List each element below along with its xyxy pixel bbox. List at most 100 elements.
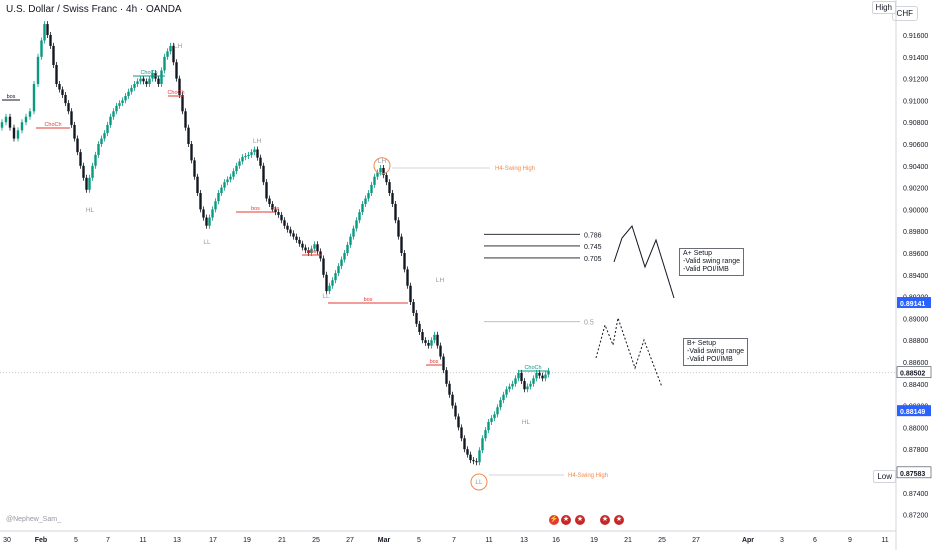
x-tick-label: 6 bbox=[813, 537, 817, 544]
candle-body bbox=[64, 94, 67, 104]
x-tick-label: 19 bbox=[243, 537, 251, 544]
a-plus-setup-note: A+ Setup -Valid swing range -Valid POI/I… bbox=[679, 248, 745, 276]
structure-label: ChoCh bbox=[44, 122, 61, 128]
swing-point-label: HL bbox=[522, 419, 531, 426]
candle-body bbox=[271, 203, 274, 210]
candle-body bbox=[109, 116, 112, 125]
price-label: 0.88502 bbox=[900, 371, 925, 378]
candle-body bbox=[535, 372, 538, 379]
candle-body bbox=[541, 375, 544, 379]
candle-body bbox=[478, 450, 481, 463]
candles-group bbox=[0, 21, 550, 466]
candle-body bbox=[409, 285, 412, 303]
symbol-title[interactable]: U.S. Dollar / Swiss Franc · 4h · OANDA bbox=[6, 4, 182, 15]
candle-body bbox=[223, 182, 226, 188]
candle-body bbox=[445, 370, 448, 384]
y-tick-label: 0.89400 bbox=[903, 273, 928, 280]
y-tick-label: 0.90800 bbox=[903, 120, 928, 127]
candle-body bbox=[118, 103, 121, 106]
candle-body bbox=[202, 209, 205, 218]
candle-body bbox=[343, 253, 346, 260]
candle-body bbox=[307, 250, 310, 253]
setup-line: -Valid swing range bbox=[687, 348, 745, 355]
x-tick-label: 5 bbox=[417, 537, 421, 544]
candle-body bbox=[289, 229, 292, 234]
candle-body bbox=[403, 253, 406, 270]
x-tick-label: 11 bbox=[881, 537, 888, 544]
candle-body bbox=[277, 212, 280, 215]
us-flag-event-icon[interactable]: ★ bbox=[600, 515, 610, 525]
structure-label: bos bbox=[308, 249, 317, 255]
x-tick-label: 7 bbox=[452, 537, 456, 544]
candle-body bbox=[20, 122, 24, 131]
x-tick-label: 27 bbox=[346, 537, 354, 544]
candle-body bbox=[130, 87, 133, 92]
candle-body bbox=[187, 127, 190, 144]
x-tick-label: Apr bbox=[742, 537, 754, 544]
flash-event-icon[interactable]: ⚡ bbox=[549, 515, 559, 525]
candle-body bbox=[112, 111, 115, 117]
candle-body bbox=[532, 378, 535, 384]
candle-body bbox=[211, 209, 214, 218]
swing-low-circle bbox=[470, 473, 488, 491]
candle-body bbox=[349, 236, 352, 245]
swing-point-label: LH bbox=[253, 138, 262, 145]
candle-body bbox=[142, 78, 145, 82]
us-flag-event-icon[interactable]: ★ bbox=[575, 515, 585, 525]
structure-label: bos bbox=[7, 94, 16, 100]
x-tick-label: 9 bbox=[848, 537, 852, 544]
y-tick-label: 0.89000 bbox=[903, 316, 928, 323]
candle-body bbox=[73, 124, 76, 139]
candle-body bbox=[463, 438, 466, 450]
candle-body bbox=[265, 182, 268, 199]
candle-body bbox=[469, 454, 472, 461]
us-flag-event-icon[interactable]: ★ bbox=[561, 515, 571, 525]
swing-point-label: LH bbox=[174, 43, 183, 50]
candle-body bbox=[547, 370, 550, 375]
candle-body bbox=[310, 248, 313, 253]
setup-title: A+ Setup bbox=[683, 250, 712, 257]
candle-body bbox=[214, 201, 217, 210]
x-tick-label: 3 bbox=[780, 537, 784, 544]
candle-body bbox=[418, 323, 421, 333]
candle-body bbox=[424, 340, 427, 343]
setup-line: -Valid swing range bbox=[683, 258, 741, 265]
candle-body bbox=[181, 94, 184, 112]
candle-body bbox=[244, 155, 247, 158]
fib-level-label: 0.786 bbox=[584, 232, 602, 239]
x-tick-label: 21 bbox=[624, 537, 632, 544]
y-tick-label: 0.91600 bbox=[903, 33, 928, 40]
price-label-box bbox=[897, 405, 931, 417]
candle-body bbox=[256, 149, 259, 158]
candle-body bbox=[268, 198, 271, 204]
candle-body bbox=[412, 302, 415, 313]
candle-body bbox=[421, 332, 424, 341]
high-tag: High bbox=[871, 1, 896, 14]
candle-body bbox=[235, 165, 238, 172]
candle-body bbox=[328, 285, 331, 292]
candle-body bbox=[316, 244, 319, 252]
candle-body bbox=[70, 111, 73, 125]
x-tick-label: 25 bbox=[658, 537, 666, 544]
y-tick-label: 0.88400 bbox=[903, 382, 928, 389]
candle-body bbox=[259, 157, 262, 166]
price-label: 0.89141 bbox=[900, 301, 925, 308]
price-label: 0.87583 bbox=[900, 471, 925, 478]
candle-body bbox=[8, 116, 12, 128]
x-tick-label: 13 bbox=[173, 537, 181, 544]
candle-body bbox=[157, 78, 160, 85]
candle-body bbox=[517, 372, 520, 379]
fib-level-label: 0.5 bbox=[584, 320, 594, 327]
candle-body bbox=[52, 45, 55, 65]
us-flag-event-icon[interactable]: ★ bbox=[614, 515, 624, 525]
candle-body bbox=[385, 175, 388, 183]
candle-body bbox=[229, 176, 232, 180]
candle-body bbox=[340, 259, 343, 267]
candle-body bbox=[106, 124, 109, 134]
candle-body bbox=[496, 407, 499, 415]
candle-body bbox=[292, 233, 295, 237]
setup-line: -Valid POI/IMB bbox=[683, 266, 729, 273]
structure-label: bos bbox=[271, 206, 280, 212]
candle-body bbox=[529, 383, 532, 387]
